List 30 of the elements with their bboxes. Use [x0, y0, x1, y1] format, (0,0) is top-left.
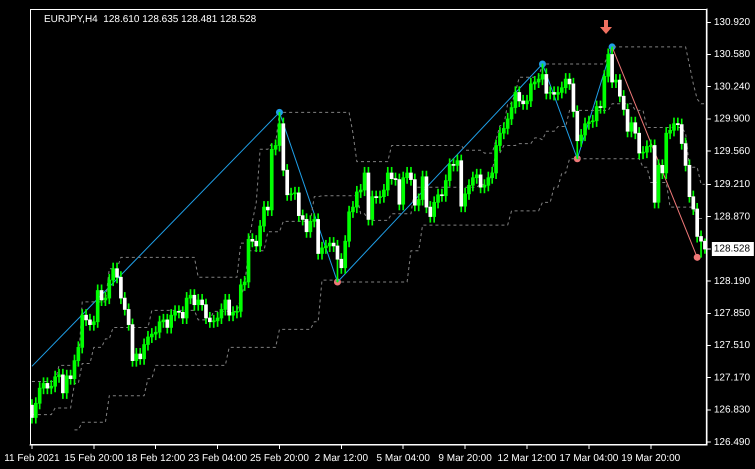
y-tick-label: 127.170: [714, 372, 750, 384]
x-tick-label: 11 Feb 2021: [4, 452, 60, 464]
y-tick-label: 128.190: [714, 276, 750, 287]
y-tick-label: 126.490: [714, 436, 750, 448]
x-tick-label: 23 Feb 04:00: [188, 452, 248, 464]
x-tick-label: 5 Mar 04:00: [376, 452, 430, 464]
text: EURJPY,H4 128.610 128.635 128.481 128.528: [44, 14, 257, 25]
y-tick-label: 129.560: [714, 146, 750, 157]
y-tick-label: 130.920: [714, 17, 750, 28]
x-tick-label: 9 Mar 20:00: [438, 452, 492, 464]
x-tick-label: 2 Mar 12:00: [314, 452, 368, 464]
x-tick-label: 25 Feb 20:00: [250, 452, 310, 464]
y-tick-label: 130.240: [714, 81, 750, 92]
y-tick-label: 129.900: [714, 114, 750, 125]
candlestick: [552, 86, 556, 100]
y-tick-label: 127.850: [714, 308, 750, 319]
y-tick-label: 127.510: [714, 340, 750, 352]
candlestick: [293, 186, 297, 200]
x-tick-label: 12 Mar 12:00: [498, 452, 557, 464]
x-tick-label: 18 Feb 12:00: [126, 452, 186, 464]
y-tick-label: 130.580: [714, 49, 750, 60]
y-tick-label: 128.528: [714, 244, 750, 255]
x-tick-label: 17 Mar 04:00: [559, 452, 619, 464]
y-tick-label: 129.210: [714, 179, 750, 190]
candlestick: [289, 188, 293, 201]
y-tick-label: 126.830: [714, 404, 750, 416]
candlestick: [614, 74, 618, 88]
x-tick-label: 19 Mar 20:00: [621, 452, 681, 464]
x-tick-label: 15 Feb 20:00: [64, 452, 124, 464]
y-tick-label: 128.870: [714, 211, 750, 222]
